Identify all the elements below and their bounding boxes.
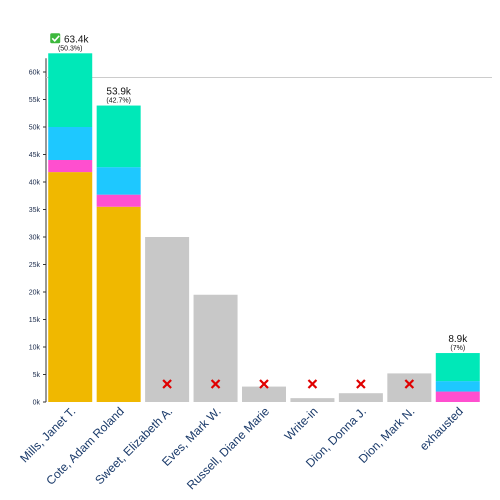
y-tick-label: 30k bbox=[29, 235, 41, 242]
bar-segment[interactable] bbox=[242, 386, 286, 402]
bar-total-label: 63.4k bbox=[64, 34, 89, 45]
bar-segment[interactable] bbox=[96, 194, 141, 207]
x-category-label: Write-in bbox=[282, 404, 321, 443]
bar-segment[interactable] bbox=[96, 206, 141, 402]
bar-percent-label: (50.3%) bbox=[58, 45, 83, 52]
y-tick-label: 55k bbox=[29, 97, 41, 104]
bar-segment[interactable] bbox=[48, 127, 93, 160]
bar-segment[interactable] bbox=[48, 53, 93, 127]
bar-total-label: 53.9k bbox=[106, 87, 131, 98]
y-tick-label: 45k bbox=[29, 152, 41, 159]
y-tick-label: 60k bbox=[29, 70, 41, 77]
y-tick-label: 15k bbox=[29, 317, 41, 324]
bar-segment[interactable] bbox=[96, 167, 141, 195]
bar-segment[interactable] bbox=[145, 237, 190, 402]
bar-percent-label: (42.7%) bbox=[106, 98, 131, 105]
bar-total-label: 8.9k bbox=[448, 334, 468, 345]
bar-segment[interactable] bbox=[290, 398, 335, 402]
bar-segment[interactable] bbox=[435, 353, 480, 382]
y-axis: 0k 5k 10k 15k 20k 25k 30k 35k 40k 45k 50k 55k 60k bbox=[29, 58, 47, 407]
x-category-label: Russell, Diane Marie bbox=[184, 404, 272, 492]
bar-segment[interactable] bbox=[435, 391, 480, 402]
bar-segment[interactable] bbox=[48, 160, 93, 173]
bar-segment[interactable] bbox=[387, 373, 432, 402]
y-tick-label: 50k bbox=[29, 125, 41, 132]
bar-segment[interactable] bbox=[48, 172, 93, 402]
y-tick-label: 10k bbox=[29, 345, 41, 352]
eliminated-cross-icon bbox=[210, 379, 221, 389]
y-tick-label: 0k bbox=[33, 400, 41, 407]
bar-segment[interactable] bbox=[193, 294, 238, 402]
eliminated-cross-icon bbox=[307, 379, 318, 389]
eliminated-cross-icon bbox=[162, 379, 172, 389]
bar-percent-label: (7%) bbox=[450, 345, 465, 352]
y-tick-label: 40k bbox=[29, 180, 41, 187]
y-tick-label: 25k bbox=[29, 262, 41, 269]
x-category-label: exhausted bbox=[417, 404, 466, 453]
eliminated-cross-icon bbox=[259, 379, 269, 389]
y-tick-label: 5k bbox=[33, 372, 41, 379]
y-tick-label: 35k bbox=[29, 207, 41, 214]
eliminated-cross-icon bbox=[356, 379, 366, 389]
bar-segment[interactable] bbox=[435, 381, 480, 392]
bar-labels: 63.4k(50.3%) 53.9k(42.7%) 8.9k(7%) bbox=[50, 33, 468, 389]
bar-segment[interactable] bbox=[338, 393, 383, 402]
eliminated-cross-icon bbox=[404, 379, 415, 389]
winner-check-icon bbox=[50, 33, 61, 44]
bar-segment[interactable] bbox=[96, 105, 141, 168]
y-tick-label: 20k bbox=[29, 290, 41, 297]
bars bbox=[48, 53, 480, 402]
